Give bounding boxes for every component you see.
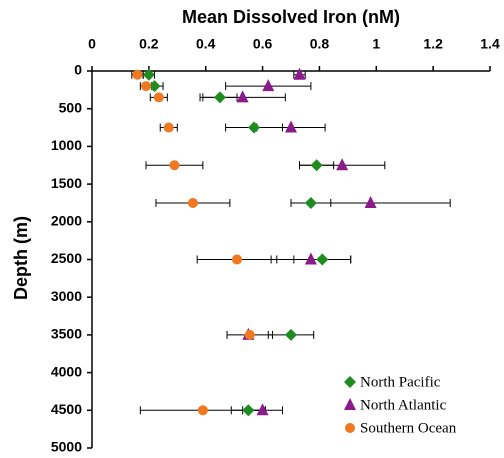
legend-label: North Atlantic [360, 397, 447, 413]
y-tick-label: 3000 [51, 288, 82, 304]
data-point [169, 160, 180, 171]
y-tick-label: 4000 [51, 363, 82, 379]
y-axis-label: Depth (m) [11, 216, 31, 300]
data-point [364, 195, 377, 208]
data-point [187, 197, 198, 208]
data-point [304, 252, 317, 265]
legend-label: North Pacific [360, 374, 441, 390]
y-tick-label: 1000 [51, 137, 82, 153]
data-point [242, 404, 255, 417]
data-point [336, 158, 349, 171]
data-point [148, 80, 161, 93]
x-tick-label: 0.8 [310, 36, 330, 52]
y-tick-label: 3500 [51, 326, 82, 342]
x-tick-label: 0 [88, 36, 96, 52]
data-point [293, 67, 306, 80]
legend-marker [345, 423, 355, 433]
y-tick-label: 4500 [51, 401, 82, 417]
data-point [163, 122, 174, 133]
x-tick-label: 1 [372, 36, 380, 52]
data-point [248, 121, 261, 134]
x-tick-label: 0.4 [196, 36, 216, 52]
data-point [153, 92, 164, 103]
data-point [197, 405, 208, 416]
x-tick-label: 0.6 [253, 36, 273, 52]
y-tick-label: 5000 [51, 439, 82, 455]
legend-label: Southern Ocean [360, 420, 457, 436]
x-tick-label: 0.2 [139, 36, 159, 52]
legend-marker [344, 376, 356, 388]
data-point [231, 254, 242, 265]
x-tick-label: 1.4 [480, 36, 500, 52]
legend-marker [344, 398, 356, 410]
data-point [285, 328, 297, 341]
data-point [213, 91, 226, 104]
data-point [310, 159, 323, 172]
data-point [236, 90, 249, 103]
y-tick-label: 500 [59, 99, 83, 115]
y-tick-label: 2500 [51, 250, 82, 266]
data-point [142, 68, 155, 81]
data-point [304, 196, 317, 209]
data-point [141, 81, 152, 92]
data-point [132, 69, 143, 80]
data-point [262, 79, 275, 92]
x-tick-label: 1.2 [423, 36, 443, 52]
y-tick-label: 2000 [51, 213, 82, 229]
data-point [316, 253, 329, 266]
data-point [256, 403, 269, 416]
y-tick-label: 1500 [51, 175, 82, 191]
y-tick-label: 0 [74, 62, 82, 78]
data-point [244, 329, 255, 340]
data-point [285, 120, 297, 133]
chart-title: Mean Dissolved Iron (nM) [182, 7, 400, 27]
